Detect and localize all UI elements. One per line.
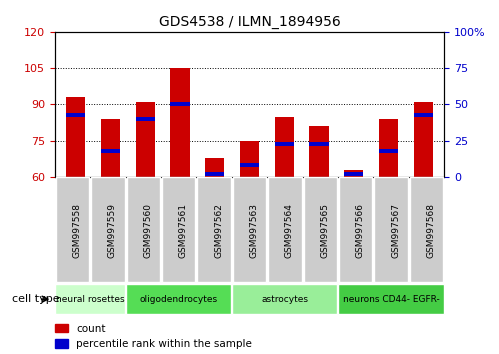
Bar (309, 142, 328, 145)
Bar (136, 102, 155, 177)
Text: GSM997558: GSM997558 (72, 202, 81, 258)
Bar (240, 141, 259, 177)
Bar (205, 158, 225, 177)
Bar (414, 102, 433, 177)
Bar (344, 172, 363, 176)
Text: GSM997565: GSM997565 (320, 202, 329, 258)
Text: GSM997563: GSM997563 (250, 202, 258, 258)
Text: GSM997561: GSM997561 (179, 202, 188, 258)
Text: GSM997564: GSM997564 (285, 202, 294, 258)
Bar (171, 102, 190, 107)
Text: cell type: cell type (12, 294, 60, 304)
Legend: count, percentile rank within the sample: count, percentile rank within the sample (55, 324, 252, 349)
Bar (240, 163, 259, 167)
Bar (344, 170, 363, 177)
Bar (309, 126, 328, 177)
Bar (414, 113, 433, 116)
Text: GSM997568: GSM997568 (427, 202, 436, 258)
Bar (274, 116, 294, 177)
Text: GSM997566: GSM997566 (356, 202, 365, 258)
Title: GDS4538 / ILMN_1894956: GDS4538 / ILMN_1894956 (159, 16, 340, 29)
Bar (379, 119, 398, 177)
Bar (136, 117, 155, 121)
Text: neurons CD44- EGFR-: neurons CD44- EGFR- (343, 295, 440, 304)
Bar (379, 149, 398, 153)
Text: oligodendrocytes: oligodendrocytes (140, 295, 218, 304)
Bar (101, 149, 120, 153)
Text: GSM997567: GSM997567 (391, 202, 400, 258)
Text: GSM997560: GSM997560 (143, 202, 152, 258)
Bar (205, 172, 225, 176)
Bar (66, 113, 85, 116)
Text: astrocytes: astrocytes (261, 295, 308, 304)
Bar (101, 119, 120, 177)
Bar (274, 142, 294, 145)
Text: GSM997562: GSM997562 (214, 202, 223, 258)
Bar (171, 68, 190, 177)
Bar (66, 97, 85, 177)
Text: GSM997559: GSM997559 (108, 202, 117, 258)
Text: neural rosettes: neural rosettes (56, 295, 125, 304)
